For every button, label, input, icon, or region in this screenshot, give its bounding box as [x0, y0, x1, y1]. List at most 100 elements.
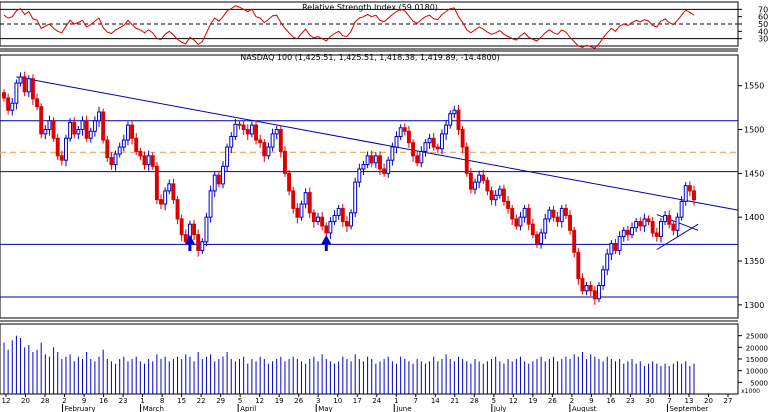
candle-body-up [332, 214, 337, 223]
candle-body-down [460, 129, 465, 148]
day-label: 17 [353, 397, 362, 405]
day-label: 8 [160, 397, 164, 405]
candle-body-down [435, 146, 440, 150]
triangle-line [656, 223, 699, 251]
candle-body-up [336, 207, 341, 216]
volume-unit-label: x1000 [741, 388, 760, 395]
candle-body-down [283, 150, 287, 174]
candle-body-down [692, 190, 696, 201]
candle-body-down [456, 109, 461, 131]
candle-body-down [501, 188, 506, 202]
candle-body-down [59, 155, 64, 161]
candle-body-down [551, 209, 556, 218]
candle-body-up [146, 155, 151, 166]
candle-body-down [22, 76, 27, 93]
candle-body-down [592, 290, 597, 300]
candle-body-down [311, 212, 316, 223]
day-label: 16 [606, 397, 615, 405]
day-label: 12 [509, 397, 518, 405]
candle-body-up [208, 190, 213, 218]
candle-body-down [183, 234, 188, 243]
arrow-shaft [324, 244, 328, 251]
rsi-line [3, 5, 695, 49]
panel-frame [0, 323, 739, 395]
candle-body-down [154, 165, 159, 201]
day-label: 16 [99, 397, 108, 405]
day-label: 28 [470, 397, 479, 405]
candle-body-down [101, 111, 106, 141]
candle-body-up [14, 82, 19, 104]
candle-body-up [299, 203, 304, 218]
day-label: 5 [238, 397, 242, 405]
candle-body-up [394, 136, 399, 148]
candle-body-up [427, 137, 432, 144]
candle-body-up [493, 194, 498, 201]
candle-body-up [518, 216, 523, 227]
candle-body-up [543, 218, 548, 234]
candle-body-down [613, 242, 618, 251]
candle-body-up [605, 253, 610, 271]
day-label: 1 [140, 397, 144, 405]
day-label: 9 [589, 397, 593, 405]
month-label: September [669, 405, 708, 412]
candle-body-up [373, 155, 378, 164]
day-label: 19 [528, 397, 537, 405]
candle-body-up [88, 130, 93, 139]
volume-tick-label: 20000 [746, 344, 768, 352]
day-label: 23 [626, 397, 635, 405]
candle-body-up [609, 242, 614, 255]
candle-body-down [568, 214, 572, 231]
candle-body-up [80, 120, 85, 131]
candle-body-up [270, 133, 275, 148]
candle-body-up [398, 127, 403, 138]
candle-body-down [411, 142, 415, 157]
candle-body-down [580, 278, 585, 292]
candle-body-up [642, 218, 647, 227]
candle-body-up [167, 183, 172, 192]
rsi-tick-label: 40 [758, 27, 768, 36]
day-label: 2 [570, 397, 574, 405]
rsi-panel: Relative Strength Index (59.0180) 706050… [0, 1, 768, 49]
candle-body-up [212, 174, 217, 192]
candle-body-down [39, 106, 44, 135]
day-label: 13 [685, 397, 694, 405]
candle-body-down [671, 223, 676, 231]
day-label: 20 [21, 397, 30, 405]
candle-body-up [386, 159, 391, 174]
price-title: NASDAQ 100 (1,425.51, 1,425.51, 1,418.38… [240, 53, 500, 62]
candle-body-up [200, 241, 205, 251]
candle-body-up [423, 142, 428, 152]
rsi-tick-label: 50 [758, 20, 768, 29]
candle-body-down [105, 139, 110, 159]
candle-body-down [489, 190, 494, 201]
candle-body-down [142, 155, 147, 166]
day-label: 23 [119, 397, 128, 405]
day-label: 30 [645, 397, 654, 405]
trend-line [16, 76, 739, 211]
candle-body-up [303, 192, 308, 205]
candle-body-up [559, 207, 564, 223]
candle-body-down [138, 150, 143, 157]
candle-body-down [324, 225, 329, 234]
month-label: April [240, 405, 256, 412]
month-label: June [395, 405, 411, 412]
day-label: 1 [394, 397, 398, 405]
candle-body-down [563, 207, 568, 216]
candle-body-down [171, 183, 176, 201]
candle-body-down [588, 285, 593, 292]
price-panel: NASDAQ 100 (1,425.51, 1,425.51, 1,418.38… [0, 53, 764, 319]
candle-body-up [452, 109, 457, 115]
candle-body-up [221, 165, 225, 185]
candle-body-down [485, 179, 490, 192]
day-label: 29 [216, 397, 225, 405]
panel-frame [0, 54, 739, 319]
candle-body-up [97, 111, 101, 122]
candle-body-up [233, 123, 238, 138]
candle-body-down [344, 221, 349, 227]
candle-body-down [340, 207, 345, 223]
candle-body-up [419, 150, 424, 164]
candle-body-down [130, 124, 135, 139]
x-axis: 12 20 28 2 9 16 23 1 8 15 22 29 5 12 19 26 3 10 17 24 1 7 14 21… [0, 393, 738, 412]
candle-body-up [659, 221, 663, 237]
rsi-title: Relative Strength Index (59.0180) [302, 3, 438, 12]
